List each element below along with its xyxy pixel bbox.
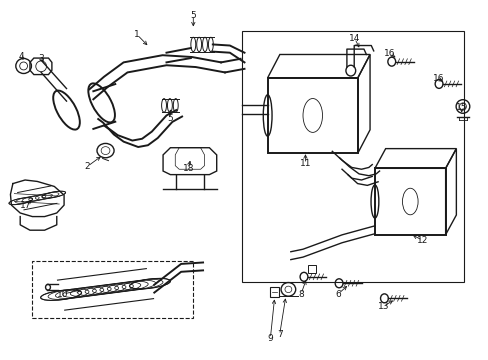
Bar [242, 31, 463, 282]
Text: 7: 7 [276, 330, 282, 339]
Text: 15: 15 [455, 103, 466, 112]
Text: 5: 5 [190, 10, 196, 19]
Text: 8: 8 [298, 289, 304, 298]
Text: 10: 10 [57, 289, 69, 298]
Text: 17: 17 [20, 201, 32, 210]
Text: 14: 14 [348, 34, 360, 43]
Text: 18: 18 [183, 164, 194, 173]
Text: 1: 1 [134, 30, 140, 39]
Bar [270, 287, 279, 297]
Text: 6: 6 [335, 289, 340, 298]
Text: 4: 4 [19, 52, 24, 61]
Text: 16: 16 [432, 75, 444, 84]
Text: 12: 12 [416, 236, 427, 245]
Text: 9: 9 [267, 334, 273, 343]
Text: 16: 16 [383, 49, 394, 58]
Text: 3: 3 [38, 54, 43, 63]
Bar [32, 261, 193, 318]
Text: 2: 2 [84, 162, 90, 171]
Text: 11: 11 [299, 159, 310, 168]
Text: 5: 5 [167, 114, 173, 123]
Text: 13: 13 [377, 302, 388, 311]
